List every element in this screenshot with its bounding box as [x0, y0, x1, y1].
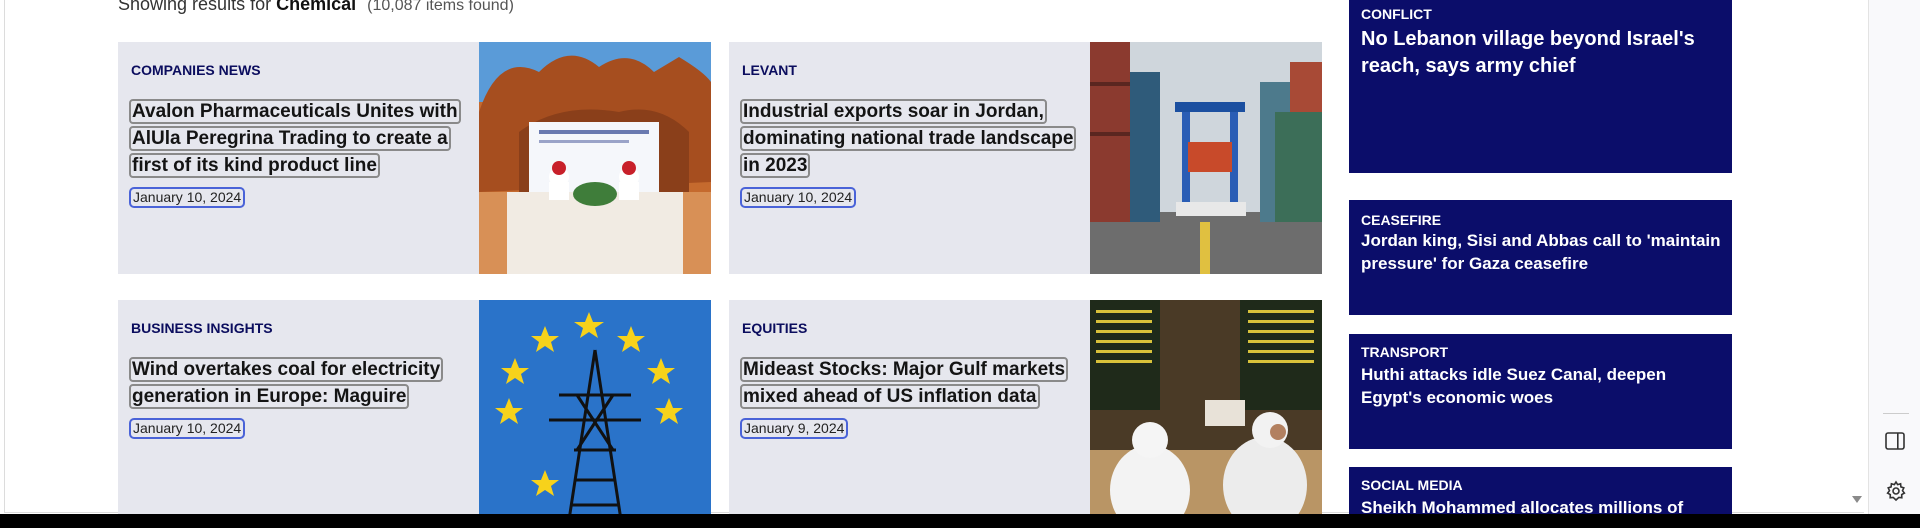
story-title-link[interactable]: Huthi attacks idle Suez Canal, deepen Eg…	[1361, 365, 1667, 407]
article-headline-link[interactable]: Industrial exports soar in Jordan, domin…	[739, 99, 1077, 178]
story-title-link[interactable]: Jordan king, Sisi and Abbas call to 'mai…	[1361, 231, 1721, 273]
article-date-link[interactable]: January 10, 2024	[128, 418, 246, 439]
story-category: CONFLICT	[1361, 6, 1432, 22]
sidebar-story[interactable]: CEASEFIRE Jordan king, Sisi and Abbas ca…	[1349, 200, 1732, 315]
results-prefix: Showing results for	[118, 0, 272, 14]
article-image[interactable]	[1090, 42, 1322, 274]
article-headline-link[interactable]: Wind overtakes coal for electricity gene…	[128, 357, 444, 409]
article-date-link[interactable]: January 10, 2024	[128, 187, 246, 208]
sidebar-story[interactable]: CONFLICT No Lebanon village beyond Israe…	[1349, 0, 1732, 173]
article-headline-link[interactable]: Mideast Stocks: Major Gulf markets mixed…	[739, 357, 1069, 409]
sidebar-story[interactable]: TRANSPORT Huthi attacks idle Suez Canal,…	[1349, 334, 1732, 449]
article-image[interactable]	[479, 42, 711, 274]
article-category[interactable]: BUSINESS INSIGHTS	[131, 320, 273, 336]
results-summary: Showing results for Chemical (10,087 ite…	[118, 0, 514, 15]
story-category: TRANSPORT	[1361, 344, 1449, 360]
frame-border	[4, 0, 5, 512]
story-category: SOCIAL MEDIA	[1361, 477, 1463, 493]
search-term: Chemical	[276, 0, 357, 14]
article-image[interactable]	[1090, 300, 1322, 514]
story-title-link[interactable]: Sheikh Mohammed allocates millions of	[1361, 498, 1684, 514]
story-category: CEASEFIRE	[1361, 212, 1442, 228]
sidebar-story[interactable]: SOCIAL MEDIA Sheikh Mohammed allocates m…	[1349, 467, 1732, 514]
results-count: (10,087 items found)	[367, 0, 514, 14]
search-results-page: Showing results for Chemical (10,087 ite…	[0, 0, 1868, 514]
story-title-link[interactable]: No Lebanon village beyond Israel's reach…	[1361, 28, 1695, 77]
gear-icon[interactable]	[1885, 480, 1907, 502]
article-category[interactable]: COMPANIES NEWS	[131, 62, 261, 78]
sidebar-toggle-icon[interactable]	[1885, 432, 1905, 450]
panel-divider	[1883, 413, 1909, 414]
article-card[interactable]: COMPANIES NEWS Avalon Pharmaceuticals Un…	[118, 42, 711, 274]
chevron-down-icon[interactable]	[1850, 492, 1864, 506]
article-headline-link[interactable]: Avalon Pharmaceuticals Unites with AlUla…	[129, 99, 461, 178]
article-card[interactable]: EQUITIES Mideast Stocks: Major Gulf mark…	[729, 300, 1322, 514]
article-category[interactable]: EQUITIES	[742, 320, 808, 336]
article-card[interactable]: BUSINESS INSIGHTS Wind overtakes coal fo…	[118, 300, 711, 514]
article-category[interactable]: LEVANT	[742, 62, 797, 78]
article-image[interactable]	[479, 300, 711, 514]
article-card[interactable]: LEVANT Industrial exports soar in Jordan…	[729, 42, 1322, 274]
browser-side-panel	[1868, 0, 1920, 514]
article-date-link[interactable]: January 9, 2024	[739, 418, 849, 439]
article-date-link[interactable]: January 10, 2024	[739, 187, 857, 208]
